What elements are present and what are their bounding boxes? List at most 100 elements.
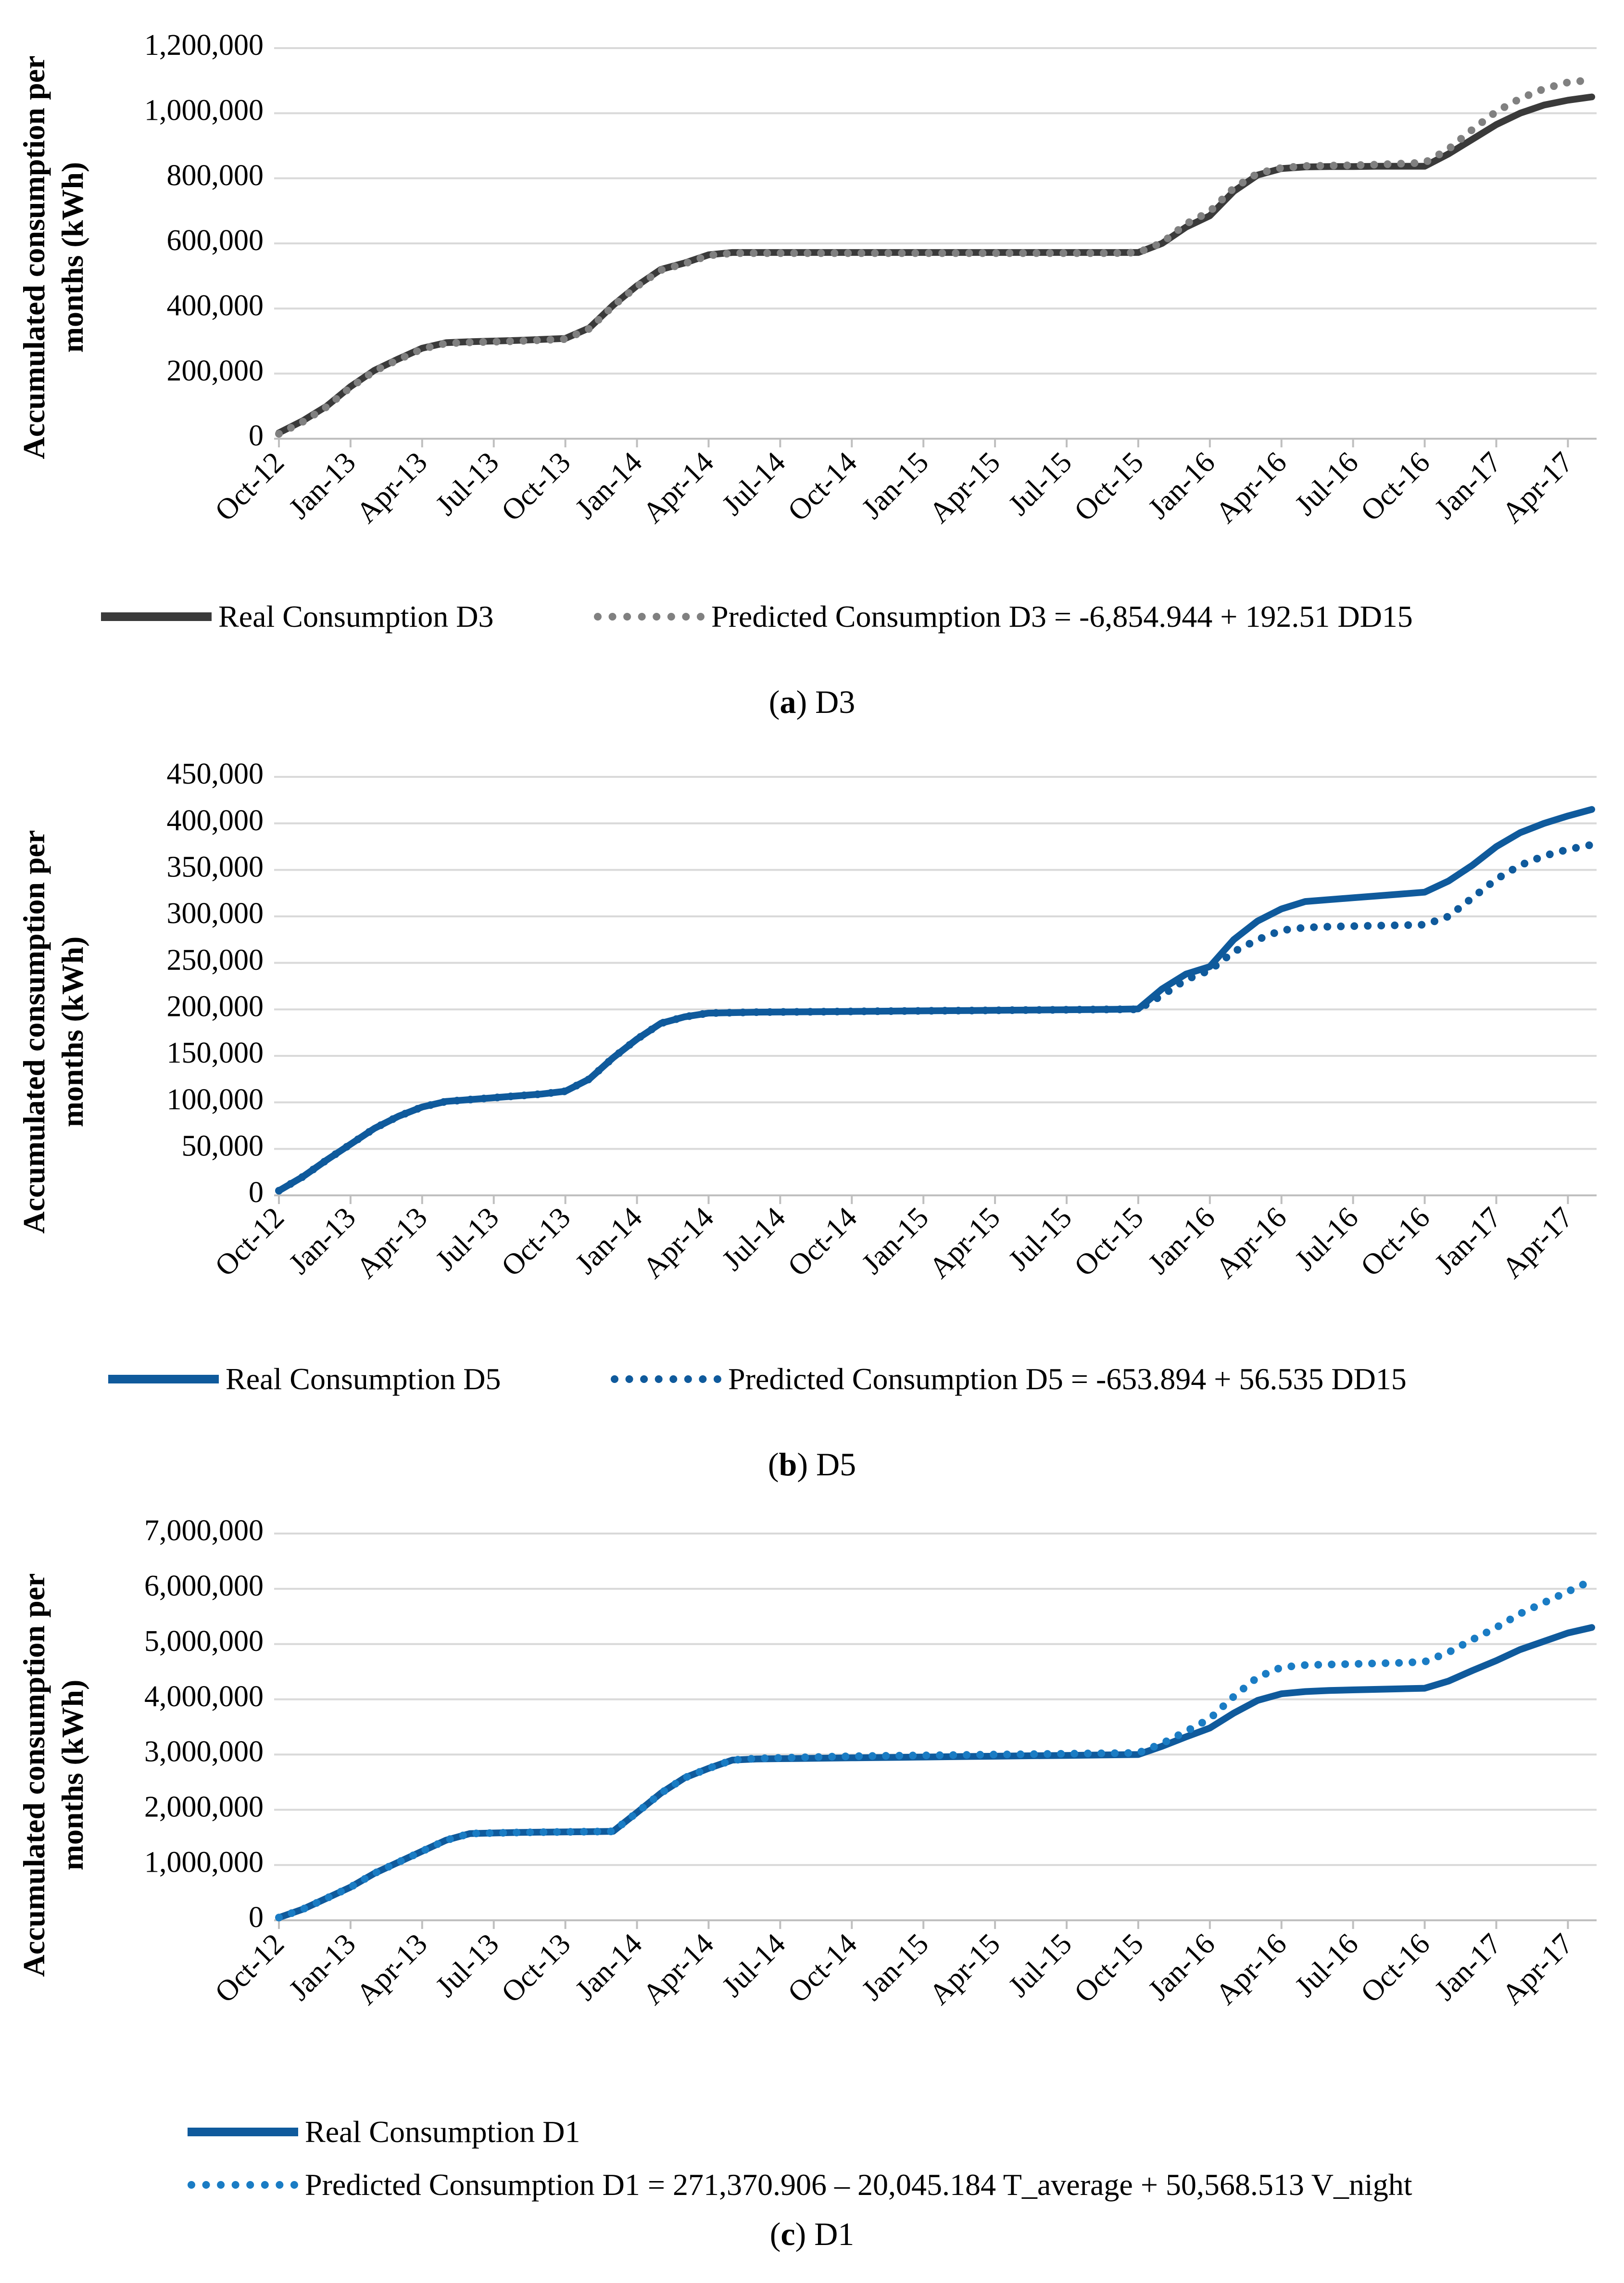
y-tick-label: 4,000,000	[144, 1680, 264, 1713]
x-tick-label: Jul-14	[716, 1201, 792, 1277]
y-tick-label: 6,000,000	[144, 1570, 264, 1602]
y-tick-label: 350,000	[167, 851, 264, 884]
y-tick-label: 250,000	[167, 944, 264, 977]
x-tick-label: Jan-15	[856, 446, 935, 525]
x-tick-label: Apr-14	[637, 446, 720, 530]
x-tick-label: Apr-13	[350, 446, 434, 530]
series-line-real	[276, 1624, 1595, 1921]
legend-item-real: Real Consumption D5	[108, 1361, 501, 1397]
y-tick-label: 5,000,000	[144, 1625, 264, 1658]
x-tick-label: Jan-17	[1428, 1201, 1508, 1281]
x-tick-label: Apr-16	[1209, 1201, 1293, 1285]
x-tick-label: Apr-14	[637, 1201, 720, 1285]
legend-label: Predicted Consumption D3 = -6,854.944 + …	[711, 599, 1413, 634]
chart-plot: 0 50,000 100,000 150,000 200,000 250,000 300,0…	[167, 758, 1597, 1285]
y-tick-label: 300,000	[167, 897, 264, 930]
legend-swatch-dotted	[188, 2181, 298, 2189]
x-tick-label: Jul-16	[1289, 1928, 1365, 2004]
x-tick-label: Jan-13	[283, 446, 362, 525]
y-tick-label: 100,000	[167, 1083, 264, 1116]
legend-item-real: Real Consumption D1	[188, 2114, 580, 2150]
legend-item-predicted: Predicted Consumption D1 = 271,370.906 –…	[188, 2167, 1412, 2203]
x-tick-label: Apr-15	[923, 1201, 1007, 1285]
x-tick-label: Jul-13	[429, 1201, 505, 1277]
x-tick-label: Apr-17	[1496, 1928, 1579, 2011]
x-tick-label: Oct-12	[209, 1928, 290, 2009]
x-tick-label: Jan-16	[1142, 1201, 1221, 1281]
x-tick-label: Oct-15	[1068, 1201, 1150, 1283]
x-tick-label: Jul-13	[429, 1928, 505, 2004]
x-tick-label: Jul-14	[716, 446, 792, 522]
caption: (b) D5	[768, 1446, 856, 1483]
legend-item-real: Real Consumption D3	[101, 599, 493, 634]
x-tick-label: Oct-12	[209, 1201, 290, 1283]
x-tick-label: Jul-15	[1002, 1928, 1078, 2004]
y-tick-label: 0	[249, 1176, 264, 1209]
x-tick-label: Apr-15	[923, 446, 1007, 530]
x-tick-label: Jan-14	[569, 1201, 648, 1281]
x-tick-label: Apr-16	[1209, 1928, 1293, 2011]
y-tick-label: 0	[249, 1901, 264, 1934]
y-tick-label: 600,000	[167, 224, 264, 257]
x-tick-label: Oct-13	[495, 1928, 577, 2009]
series-line-predicted	[275, 1576, 1596, 1922]
x-tick-label: Apr-15	[923, 1928, 1007, 2011]
legend-label: Real Consumption D5	[226, 1362, 501, 1396]
x-tick-label: Apr-13	[350, 1201, 434, 1285]
x-tick-label: Jul-15	[1002, 446, 1078, 522]
legend-label: Real Consumption D3	[218, 599, 494, 634]
x-tick-label: Jan-13	[283, 1201, 362, 1281]
x-tick-label: Apr-13	[350, 1928, 434, 2011]
x-tick-label: Apr-16	[1209, 446, 1293, 530]
x-tick-label: Oct-14	[781, 446, 863, 528]
legend-item-predicted: Predicted Consumption D3 = -6,854.944 + …	[594, 599, 1413, 634]
x-tick-label: Apr-14	[637, 1928, 720, 2011]
x-tick-label: Oct-16	[1355, 1928, 1436, 2009]
legend-swatch-solid	[101, 612, 212, 621]
x-tick-label: Jan-16	[1142, 446, 1221, 525]
legend-label: Predicted Consumption D1 = 271,370.906 –…	[305, 2168, 1412, 2202]
y-tick-label: 1,000,000	[144, 1846, 264, 1878]
x-tick-label: Jan-14	[569, 446, 648, 525]
chart-plot: 0 1,000,000 2,000,000 3,000,000 4,000,000 5,0…	[144, 1514, 1597, 2011]
chart-panel-d5: Accumulated consumption per months (kWh)…	[0, 750, 1624, 1501]
y-tick-label: 50,000	[182, 1130, 264, 1163]
y-tick-label: 200,000	[167, 990, 264, 1023]
x-tick-label: Jul-14	[716, 1928, 792, 2004]
y-tick-label: 400,000	[167, 804, 264, 837]
x-tick-label: Jan-17	[1428, 446, 1508, 525]
legend-swatch-solid	[108, 1375, 219, 1383]
y-tick-label: 0	[249, 419, 264, 452]
x-tick-label: Jul-15	[1002, 1201, 1078, 1277]
y-tick-label: 1,000,000	[144, 94, 264, 127]
x-tick-label: Jul-16	[1289, 1201, 1365, 1277]
x-tick-label: Oct-12	[209, 446, 290, 528]
legend-swatch-dotted	[611, 1375, 721, 1383]
chart-panel-d1: Accumulated consumption per months (kWh)…	[0, 1510, 1624, 2283]
caption: (c) D1	[769, 2216, 855, 2252]
x-tick-label: Jan-13	[283, 1928, 362, 2007]
x-tick-label: Oct-13	[495, 446, 577, 528]
x-tick-label: Apr-17	[1496, 446, 1579, 530]
y-tick-label: 450,000	[167, 758, 264, 790]
series-line-real	[276, 93, 1595, 436]
x-tick-label: Jul-16	[1289, 446, 1365, 522]
y-tick-label: 7,000,000	[144, 1514, 264, 1547]
series-line-real	[276, 806, 1595, 1194]
series-line-predicted	[275, 841, 1596, 1195]
caption: (a) D3	[768, 684, 856, 720]
legend-label: Real Consumption D1	[305, 2115, 580, 2149]
legend-item-predicted: Predicted Consumption D5 = -653.894 + 56…	[611, 1361, 1407, 1397]
x-tick-label: Oct-14	[781, 1201, 863, 1283]
x-tick-label: Jan-15	[856, 1201, 935, 1281]
y-tick-label: 2,000,000	[144, 1791, 264, 1824]
x-tick-label: Jan-15	[856, 1928, 935, 2007]
x-tick-label: Jan-16	[1142, 1928, 1221, 2007]
x-tick-label: Oct-16	[1355, 1201, 1436, 1283]
y-tick-label: 150,000	[167, 1037, 264, 1069]
y-tick-label: 800,000	[167, 159, 264, 192]
legend-swatch-dotted	[594, 613, 705, 621]
chart-panel-d3: Accumulated consumption per months (kWh)…	[0, 0, 1624, 722]
x-tick-label: Oct-16	[1355, 446, 1436, 528]
x-tick-label: Oct-14	[781, 1928, 863, 2009]
